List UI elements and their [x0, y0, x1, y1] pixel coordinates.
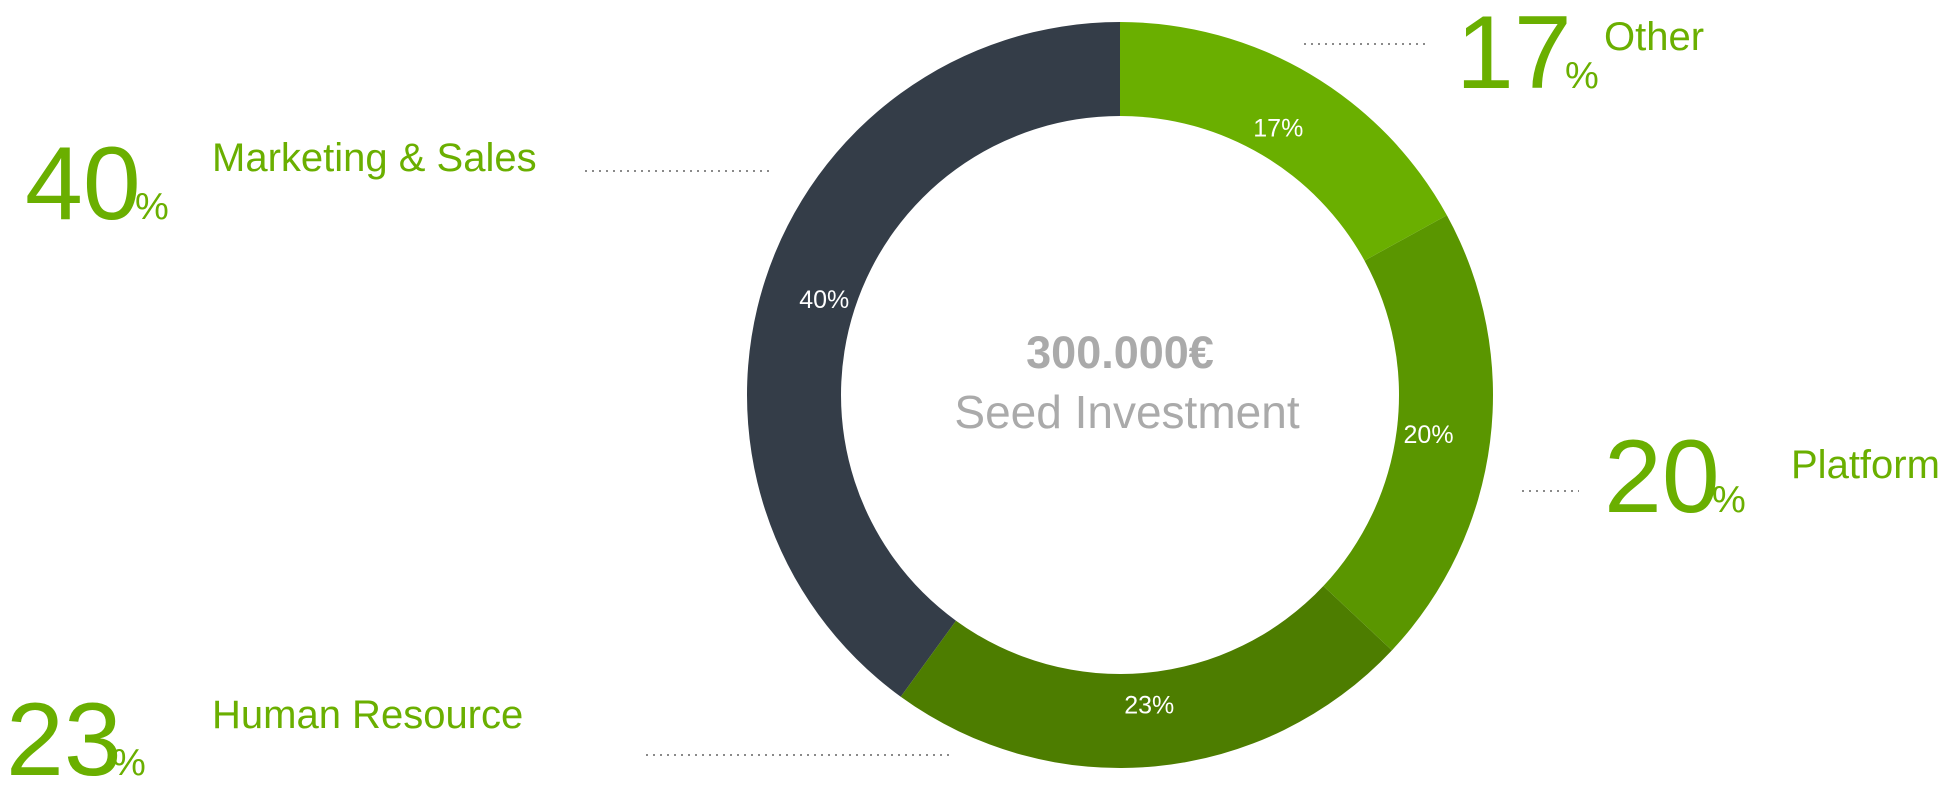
- donut-slice: [900, 585, 1392, 769]
- big-value: 20: [1604, 419, 1720, 535]
- value-unit: %: [1565, 55, 1599, 97]
- big-value: 40: [25, 126, 141, 242]
- slice-label: 40%: [799, 286, 849, 314]
- donut-slice: [746, 22, 1120, 697]
- category-label: Other: [1604, 15, 1704, 59]
- big-value: 17: [1456, 0, 1572, 111]
- slice-label: 23%: [1124, 692, 1174, 720]
- donut-slice: [1120, 22, 1447, 261]
- category-label: Human Resource: [212, 693, 523, 737]
- big-value: 23: [6, 682, 122, 788]
- value-unit: %: [112, 742, 146, 784]
- slice-label: 20%: [1404, 421, 1454, 449]
- center-subtitle: Seed Investment: [954, 386, 1299, 438]
- category-label: Platform: [1791, 443, 1940, 487]
- value-unit: %: [135, 186, 169, 228]
- category-label: Marketing & Sales: [212, 136, 537, 180]
- slice-label: 17%: [1253, 114, 1303, 142]
- center-title: 300.000€: [1026, 327, 1214, 378]
- value-unit: %: [1712, 479, 1746, 521]
- donut-slice: [1323, 215, 1493, 651]
